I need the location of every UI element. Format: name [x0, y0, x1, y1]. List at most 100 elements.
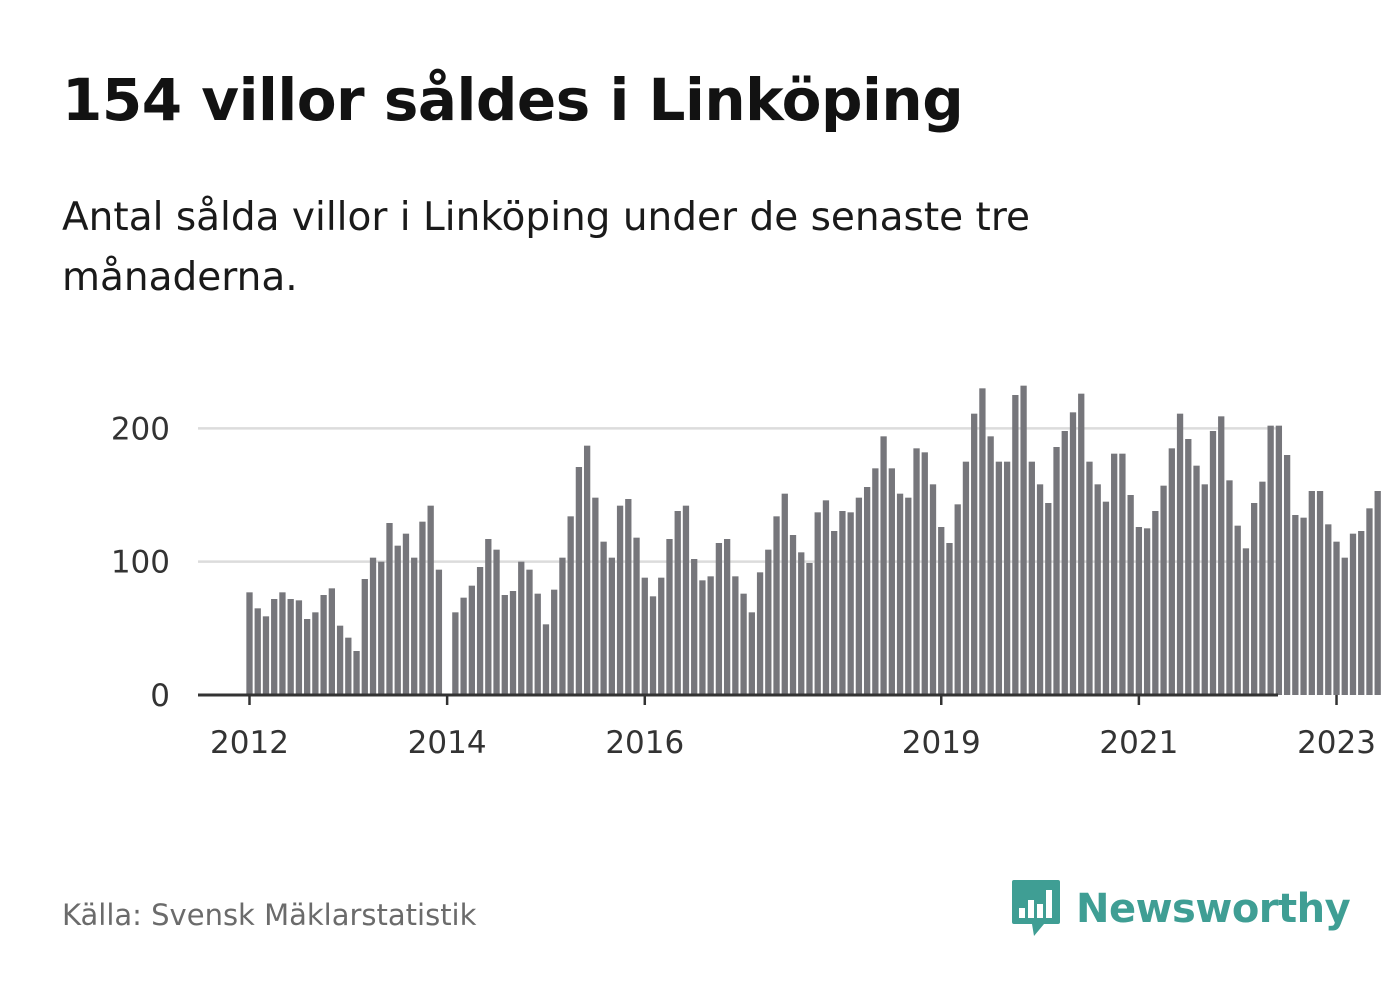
bar [723, 539, 731, 695]
bar [559, 557, 566, 695]
bar [1036, 484, 1044, 695]
bar [946, 543, 953, 695]
x-tick-label: 2021 [1099, 725, 1178, 761]
bar [913, 448, 920, 695]
bar [798, 552, 805, 695]
bar [1119, 453, 1126, 695]
bar [303, 619, 311, 695]
bar [509, 591, 517, 695]
bar [1086, 461, 1093, 695]
bar [822, 500, 830, 695]
bar [295, 600, 303, 695]
bar [1349, 533, 1357, 695]
bar [971, 413, 978, 695]
bar [262, 616, 270, 695]
bar [740, 593, 747, 695]
bar [896, 493, 904, 695]
bar [419, 521, 426, 695]
bar [872, 468, 879, 695]
bar [929, 484, 937, 695]
bar [1012, 395, 1019, 695]
bar [518, 561, 525, 695]
bar [435, 569, 443, 695]
bar [995, 461, 1003, 695]
bar [847, 512, 854, 695]
bar [1308, 491, 1315, 695]
bar [954, 504, 961, 695]
x-tick-label: 2014 [408, 725, 487, 761]
bar [691, 559, 698, 695]
x-tick-label: 2023 [1297, 725, 1376, 761]
bar [394, 545, 401, 695]
bar [534, 593, 541, 695]
bar [567, 516, 574, 695]
bar [1374, 491, 1381, 695]
bar [641, 577, 648, 695]
bar [748, 612, 755, 695]
y-tick-label: 100 [111, 545, 170, 581]
bar [353, 651, 360, 695]
bar [493, 549, 500, 695]
bar [880, 436, 887, 695]
bar [855, 497, 863, 695]
bar [1300, 517, 1307, 695]
bar [789, 535, 797, 695]
bar [1176, 413, 1184, 695]
labels: 0100200201220142016201920212023154 [111, 411, 1376, 761]
bar [526, 569, 533, 695]
bar [1135, 527, 1143, 695]
bar [781, 493, 788, 695]
bar [369, 557, 377, 695]
bars [246, 385, 1381, 695]
bar [1127, 495, 1134, 695]
bar [402, 533, 410, 695]
bar [682, 505, 690, 695]
bar [831, 531, 838, 695]
bar [1259, 481, 1266, 695]
brand-name: Newsworthy [1076, 886, 1351, 932]
bar [1242, 548, 1250, 695]
bar [1267, 425, 1274, 695]
bar [468, 585, 475, 695]
bar [987, 436, 994, 695]
bar [1061, 431, 1068, 695]
bar [773, 516, 780, 695]
bar [839, 511, 846, 695]
bar [328, 588, 335, 695]
bar [979, 388, 986, 695]
bar [575, 467, 583, 695]
bar [1168, 448, 1175, 695]
bar [765, 549, 772, 695]
bar [1325, 524, 1332, 695]
bar [287, 599, 294, 695]
bar [271, 599, 278, 695]
bar [254, 608, 261, 695]
bar [386, 523, 393, 695]
bar [583, 445, 591, 695]
bar [707, 576, 714, 695]
bar [592, 497, 599, 695]
bar [608, 557, 615, 695]
brand-logo: Newsworthy [1010, 878, 1351, 940]
bar-chart-speech-bubble-icon [1012, 880, 1060, 936]
bar [1193, 465, 1200, 695]
bar [732, 576, 739, 695]
bar [666, 539, 673, 695]
bar [1333, 541, 1340, 695]
bar [460, 597, 467, 695]
bar [1078, 393, 1085, 695]
bar [1185, 439, 1192, 695]
bar [1152, 511, 1159, 695]
bar [938, 527, 945, 695]
bar [279, 592, 286, 695]
bar [452, 612, 459, 695]
bar [756, 572, 764, 695]
bar [658, 577, 665, 695]
source-note: Källa: Svensk Mäklarstatistik [62, 898, 477, 932]
bar [1143, 528, 1151, 695]
bar [1209, 431, 1217, 695]
bar [649, 596, 657, 695]
bar [1358, 531, 1365, 695]
bar [625, 499, 632, 695]
